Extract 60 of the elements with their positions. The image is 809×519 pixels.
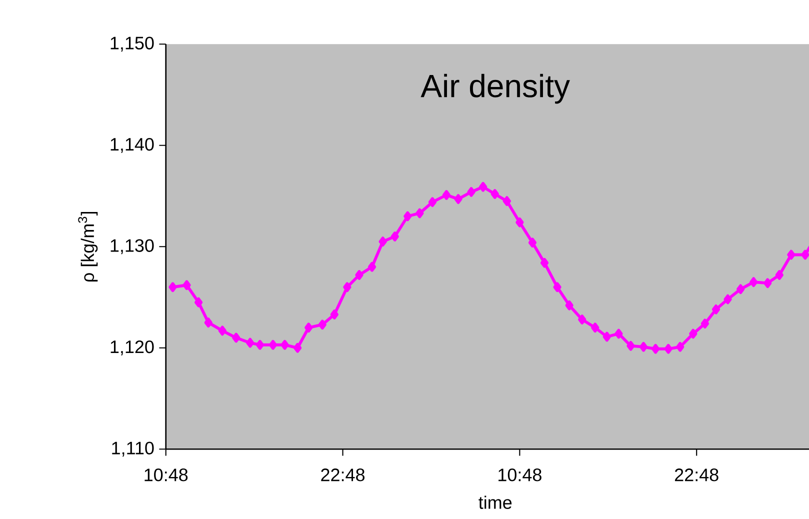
point xyxy=(280,340,289,350)
x-tick-label: 10:48 xyxy=(498,468,542,482)
point xyxy=(168,282,177,292)
y-tick-label: 1,150 xyxy=(110,36,154,52)
point xyxy=(553,282,562,292)
point xyxy=(368,262,376,272)
point xyxy=(764,278,772,288)
point xyxy=(404,211,412,222)
point xyxy=(664,344,672,354)
point xyxy=(442,190,451,200)
point xyxy=(516,217,524,228)
point xyxy=(591,322,600,333)
point xyxy=(218,326,226,336)
point xyxy=(343,282,352,292)
point xyxy=(602,332,611,342)
point xyxy=(355,270,364,280)
point xyxy=(712,304,720,314)
point xyxy=(330,310,338,320)
point xyxy=(467,187,476,197)
point xyxy=(540,258,549,268)
point xyxy=(565,300,574,310)
point xyxy=(256,340,264,350)
x-tick-label: 22:48 xyxy=(674,468,718,482)
point xyxy=(626,340,635,351)
point xyxy=(614,328,623,339)
y-tick-label: 1,110 xyxy=(112,442,154,457)
point xyxy=(528,238,537,248)
point xyxy=(736,284,745,294)
text: Air density xyxy=(420,74,570,104)
point xyxy=(416,208,424,218)
point xyxy=(700,318,710,329)
x-axis-title: time xyxy=(478,496,512,509)
point xyxy=(304,322,313,333)
point xyxy=(775,270,784,280)
point xyxy=(578,314,586,324)
point xyxy=(182,280,191,290)
point xyxy=(639,342,648,352)
y-tick-label: 1,120 xyxy=(110,340,154,356)
point xyxy=(479,182,488,192)
point xyxy=(454,194,462,204)
point xyxy=(787,250,796,260)
x-tick-label: 22:48 xyxy=(321,468,364,482)
point xyxy=(490,189,499,199)
y-axis-title: ρ [kg/m$^{3}$] xyxy=(78,212,98,282)
point xyxy=(428,197,437,208)
point xyxy=(502,196,511,206)
point xyxy=(750,277,758,288)
point xyxy=(293,342,302,353)
point xyxy=(268,340,278,350)
point xyxy=(689,328,698,339)
point xyxy=(194,297,203,308)
point xyxy=(390,232,399,242)
point xyxy=(232,332,240,343)
point xyxy=(318,320,326,330)
point xyxy=(378,236,387,247)
y-tick-label: 1,130 xyxy=(110,239,154,254)
y-tick-label: 1,140 xyxy=(110,138,154,153)
x-tick-label: 10:48 xyxy=(144,468,188,482)
point xyxy=(676,342,684,352)
point xyxy=(651,344,660,354)
